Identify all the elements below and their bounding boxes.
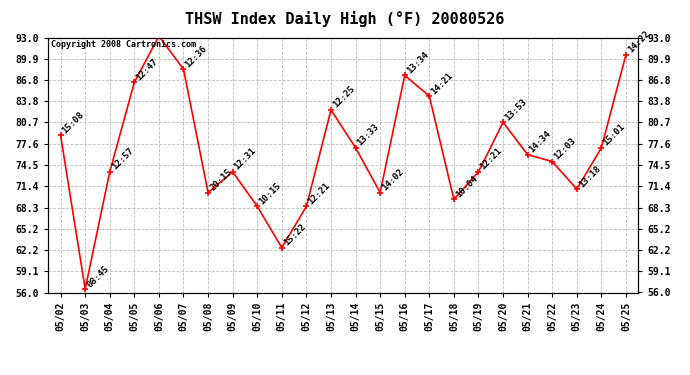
Text: 14:21: 14:21 <box>429 71 455 96</box>
Text: 08:45: 08:45 <box>85 264 110 289</box>
Text: 12:57: 12:57 <box>110 147 135 172</box>
Text: 12:21: 12:21 <box>306 181 332 206</box>
Text: 20:15: 20:15 <box>208 167 233 193</box>
Text: 12:21: 12:21 <box>478 147 504 172</box>
Text: THSW Index Daily High (°F) 20080526: THSW Index Daily High (°F) 20080526 <box>186 11 504 27</box>
Text: 12:03: 12:03 <box>552 136 578 162</box>
Text: 13:32: 13:32 <box>0 374 1 375</box>
Text: 13:34: 13:34 <box>405 50 430 75</box>
Text: 15:01: 15:01 <box>602 122 627 148</box>
Text: 12:47: 12:47 <box>135 57 159 82</box>
Text: 12:25: 12:25 <box>331 84 356 110</box>
Text: 13:18: 13:18 <box>577 164 602 189</box>
Text: 13:33: 13:33 <box>355 122 381 148</box>
Text: 15:22: 15:22 <box>282 222 307 248</box>
Text: Copyright 2008 Cartronics.com: Copyright 2008 Cartronics.com <box>51 40 196 49</box>
Text: 12:36: 12:36 <box>184 44 209 69</box>
Text: 12:31: 12:31 <box>233 147 258 172</box>
Text: 14:22: 14:22 <box>626 29 651 55</box>
Text: 10:04: 10:04 <box>454 174 480 200</box>
Text: 14:02: 14:02 <box>380 167 406 193</box>
Text: 13:53: 13:53 <box>503 97 529 122</box>
Text: 15:08: 15:08 <box>61 110 86 135</box>
Text: 10:15: 10:15 <box>257 181 283 206</box>
Text: 14:34: 14:34 <box>528 129 553 154</box>
